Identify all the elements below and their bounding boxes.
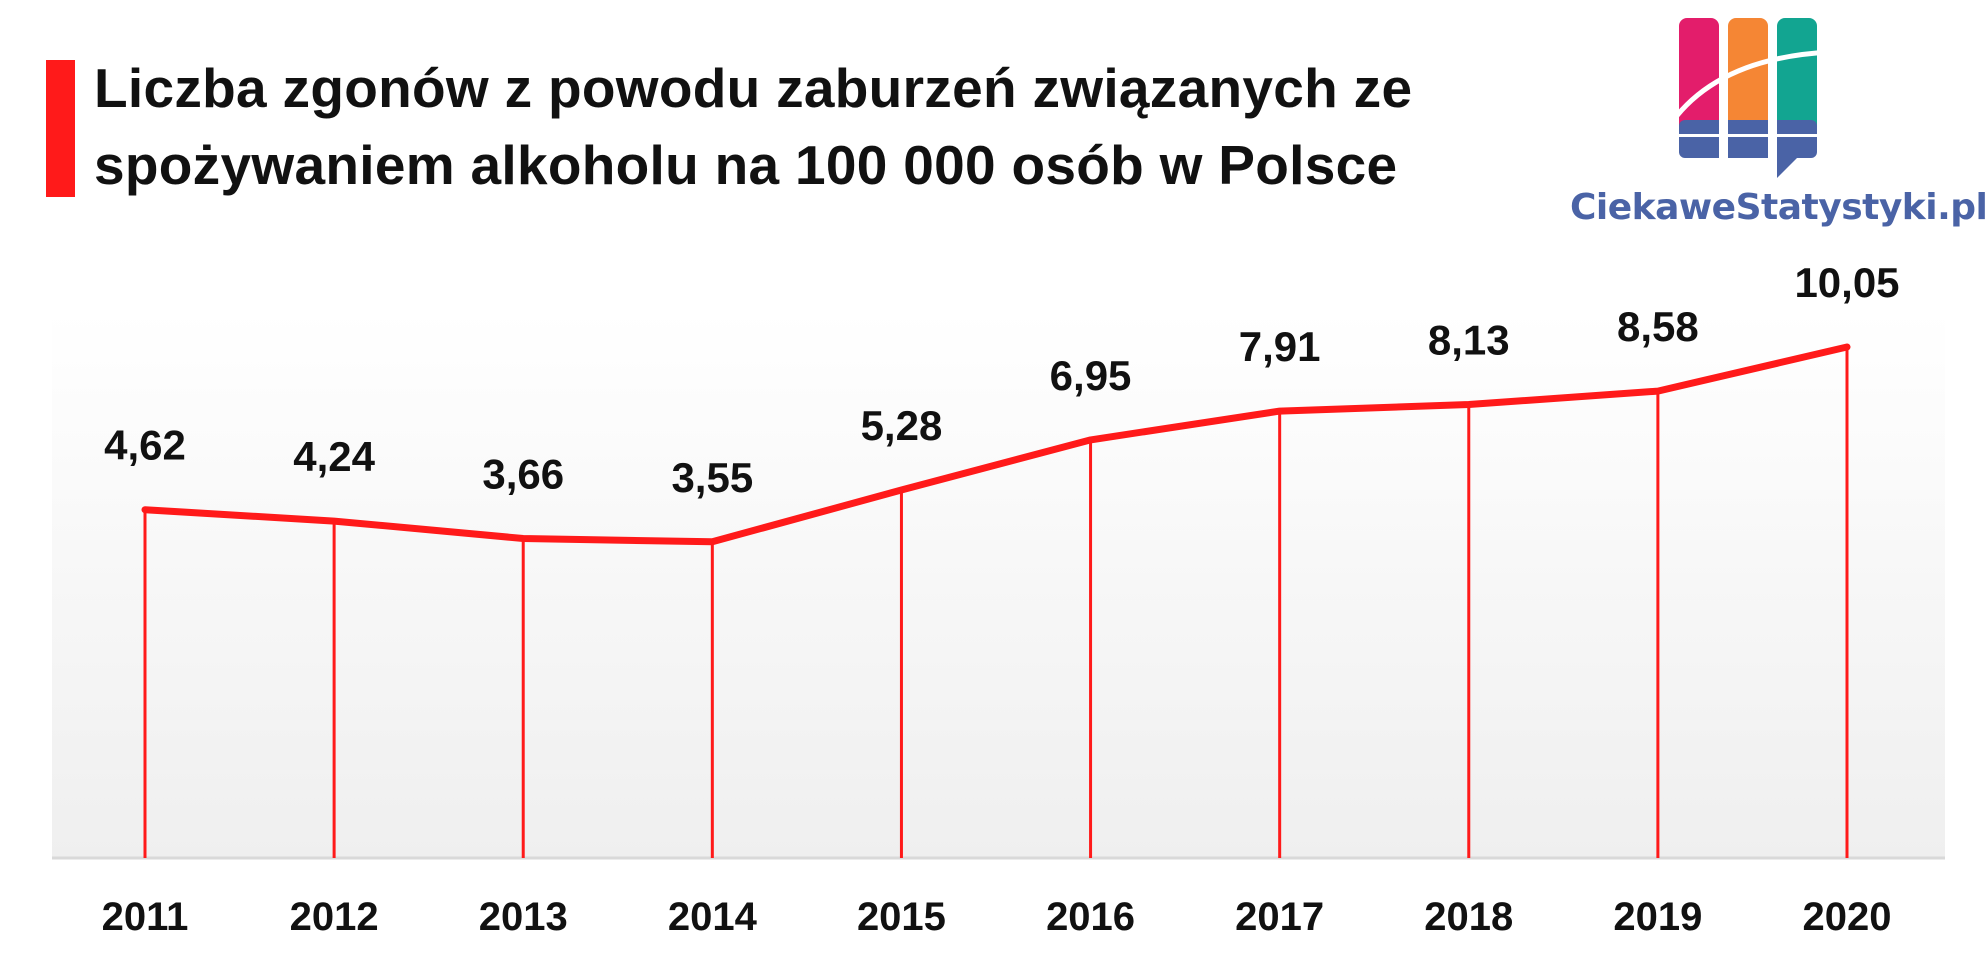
x-tick-label-2012: 2012 [290,895,379,939]
value-label-2020: 10,05 [1794,259,1899,306]
x-tick-label-2015: 2015 [857,895,946,939]
chart-title: Liczba zgonów z powodu zaburzeń związany… [94,50,1494,204]
value-label-2017: 7,91 [1239,323,1321,370]
title-accent-bar [46,60,75,197]
value-label-2019: 8,58 [1617,303,1699,350]
x-tick-label-2019: 2019 [1613,895,1702,939]
value-label-2014: 3,55 [671,454,753,501]
chart-title-line-1: Liczba zgonów z powodu zaburzeń związany… [94,57,1413,119]
value-labels: 4,62 4,24 3,66 3,55 5,28 6,95 7,91 8,13 8,58 10,0… [104,259,1899,501]
value-label-2013: 3,66 [482,451,564,498]
value-label-2011: 4,62 [104,422,186,469]
x-tick-label-2016: 2016 [1046,895,1135,939]
brand-logo-text: CiekaweStatystyki.pl [1570,187,1985,228]
x-tick-label-2020: 2020 [1803,895,1892,939]
brand-logo: CiekaweStatystyki.pl [1570,12,1985,237]
plot-background [52,310,1945,858]
x-axis-tick-labels: 2011 2012 2013 2014 2015 2016 2017 2018 2019 2020 [102,895,1892,939]
x-tick-label-2014: 2014 [668,895,758,939]
x-tick-label-2013: 2013 [479,895,568,939]
value-label-2018: 8,13 [1428,317,1510,364]
series-line [141,343,1851,546]
value-label-2012: 4,24 [293,433,375,480]
value-label-2015: 5,28 [861,402,943,449]
brand-logo-mark [1669,18,1833,178]
x-tick-label-2018: 2018 [1424,895,1513,939]
drop-lines [143,347,1849,858]
x-tick-label-2017: 2017 [1235,895,1324,939]
value-label-2016: 6,95 [1050,352,1132,399]
x-tick-label-2011: 2011 [102,895,189,939]
chart-title-line-2: spożywaniem alkoholu na 100 000 osób w P… [94,134,1398,196]
